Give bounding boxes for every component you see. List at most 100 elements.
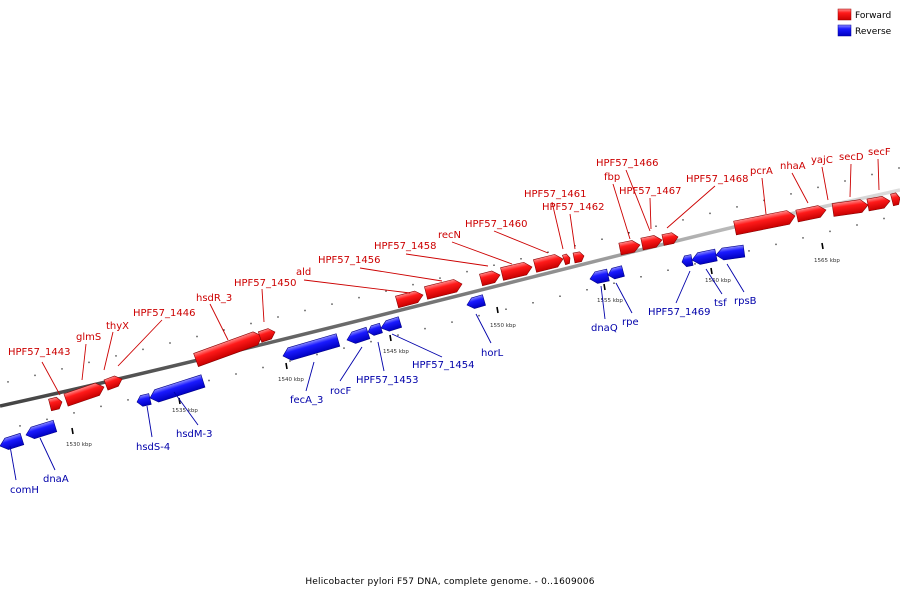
leader-line xyxy=(877,158,880,191)
reverse-gene xyxy=(136,393,152,407)
gene-label: tsf xyxy=(714,298,727,309)
leader-line xyxy=(305,361,315,392)
reverse-gene xyxy=(25,419,58,439)
legend-forward-label: Forward xyxy=(855,11,891,21)
tick-label: 1565 kbp xyxy=(814,258,840,264)
legend-reverse-label: Reverse xyxy=(855,27,892,37)
forward-gene xyxy=(866,196,891,212)
reverse-gene xyxy=(380,316,403,332)
tick-label: 1555 kbp xyxy=(597,298,623,304)
forward-gene xyxy=(63,382,105,407)
forward-gene xyxy=(48,396,63,412)
leader-line xyxy=(209,303,229,341)
leader-line xyxy=(705,268,723,295)
gene-label: fecA_3 xyxy=(290,395,323,406)
reverse-gene xyxy=(466,294,486,309)
gene-label: dnaQ xyxy=(591,323,618,334)
gene-label: glmS xyxy=(76,332,101,343)
leader-line xyxy=(475,313,492,344)
gene-label: HPF57_1446 xyxy=(133,308,195,319)
gene-label: thyX xyxy=(106,321,129,332)
gene-features xyxy=(0,192,900,450)
gene-label: hsdM-3 xyxy=(176,429,213,440)
gene-label: horL xyxy=(481,348,504,359)
forward-gene xyxy=(424,279,463,300)
leader-line xyxy=(451,241,513,265)
forward-gene xyxy=(890,192,900,207)
gene-label: rpsB xyxy=(734,296,757,307)
forward-gene xyxy=(831,199,869,217)
reverse-gene xyxy=(149,374,206,403)
leader-line xyxy=(551,201,564,250)
gene-label: dnaA xyxy=(43,474,69,485)
genome-caption: Helicobacter pylori F57 DNA, complete ge… xyxy=(305,577,595,587)
gene-label: nhaA xyxy=(780,161,806,172)
leader-line xyxy=(103,331,114,371)
tick-mark xyxy=(496,306,499,314)
leader-line xyxy=(41,361,61,396)
leader-line xyxy=(81,343,87,381)
tick-mark xyxy=(710,267,713,275)
gene-label: hsdS-4 xyxy=(136,442,170,453)
reverse-gene xyxy=(0,432,25,450)
gene-label: secF xyxy=(868,147,891,158)
gene-label: HPF57_1466 xyxy=(596,158,658,169)
gene-label: pcrA xyxy=(750,166,773,177)
tick-mark xyxy=(603,283,606,291)
gene-label: rocF xyxy=(330,386,352,397)
leader-line xyxy=(649,197,652,230)
gene-label: hsdR_3 xyxy=(196,293,232,304)
leader-line xyxy=(359,267,443,282)
forward-gene xyxy=(193,331,263,367)
tick-label: 1550 kbp xyxy=(490,323,516,329)
leader-line xyxy=(612,183,631,240)
tick-label: 1545 kbp xyxy=(383,349,409,355)
gene-label: HPF57_1468 xyxy=(686,174,748,185)
gene-label: HPF57_1467 xyxy=(619,186,681,197)
tick-label: 1535 kbp xyxy=(172,408,198,414)
leader-line xyxy=(391,333,443,358)
reverse-gene xyxy=(681,254,694,268)
gene-label: HPF57_1456 xyxy=(318,255,380,266)
leader-line xyxy=(173,391,199,426)
gene-label: HPF57_1450 xyxy=(234,278,296,289)
gene-label: ald xyxy=(296,267,311,278)
reverse-gene xyxy=(589,268,610,284)
leader-line xyxy=(726,263,745,293)
leader-line xyxy=(675,270,691,304)
forward-gene xyxy=(795,205,827,223)
legend: Forward Reverse xyxy=(837,8,892,37)
legend-reverse-swatch xyxy=(837,24,852,37)
forward-gene xyxy=(640,235,663,251)
leader-line xyxy=(117,319,163,367)
gene-label: HPF57_1443 xyxy=(8,347,70,358)
gene-label: yajC xyxy=(811,155,833,166)
leader-line xyxy=(261,288,265,323)
forward-gene xyxy=(661,232,679,246)
gene-label: HPF57_1461 xyxy=(524,189,586,200)
forward-gene xyxy=(533,254,564,273)
leader-line xyxy=(569,213,576,250)
leader-line xyxy=(625,169,651,232)
gene-label: HPF57_1458 xyxy=(374,241,436,252)
leader-line xyxy=(600,285,606,320)
tick-label: 1530 kbp xyxy=(66,442,92,448)
tick-mark xyxy=(821,242,824,250)
reverse-gene xyxy=(346,326,371,344)
scale-ticks: 1530 kbp 1535 kbp 1540 kbp 1545 kbp 1550… xyxy=(66,242,840,448)
gene-label: HPF57_1469 xyxy=(648,307,710,318)
forward-gene xyxy=(618,240,641,256)
leader-line xyxy=(303,279,411,294)
reverse-gene xyxy=(691,248,718,265)
leader-line xyxy=(666,185,716,229)
leader-line xyxy=(821,166,829,201)
leader-line xyxy=(761,177,767,215)
gene-label: HPF57_1454 xyxy=(412,360,474,371)
leader-line xyxy=(791,172,809,204)
gene-label: HPF57_1460 xyxy=(465,219,527,230)
forward-gene xyxy=(257,328,276,343)
leader-line xyxy=(615,282,633,314)
gene-label: recN xyxy=(438,230,461,241)
forward-gene xyxy=(103,375,123,391)
tick-label: 1540 kbp xyxy=(278,377,304,383)
